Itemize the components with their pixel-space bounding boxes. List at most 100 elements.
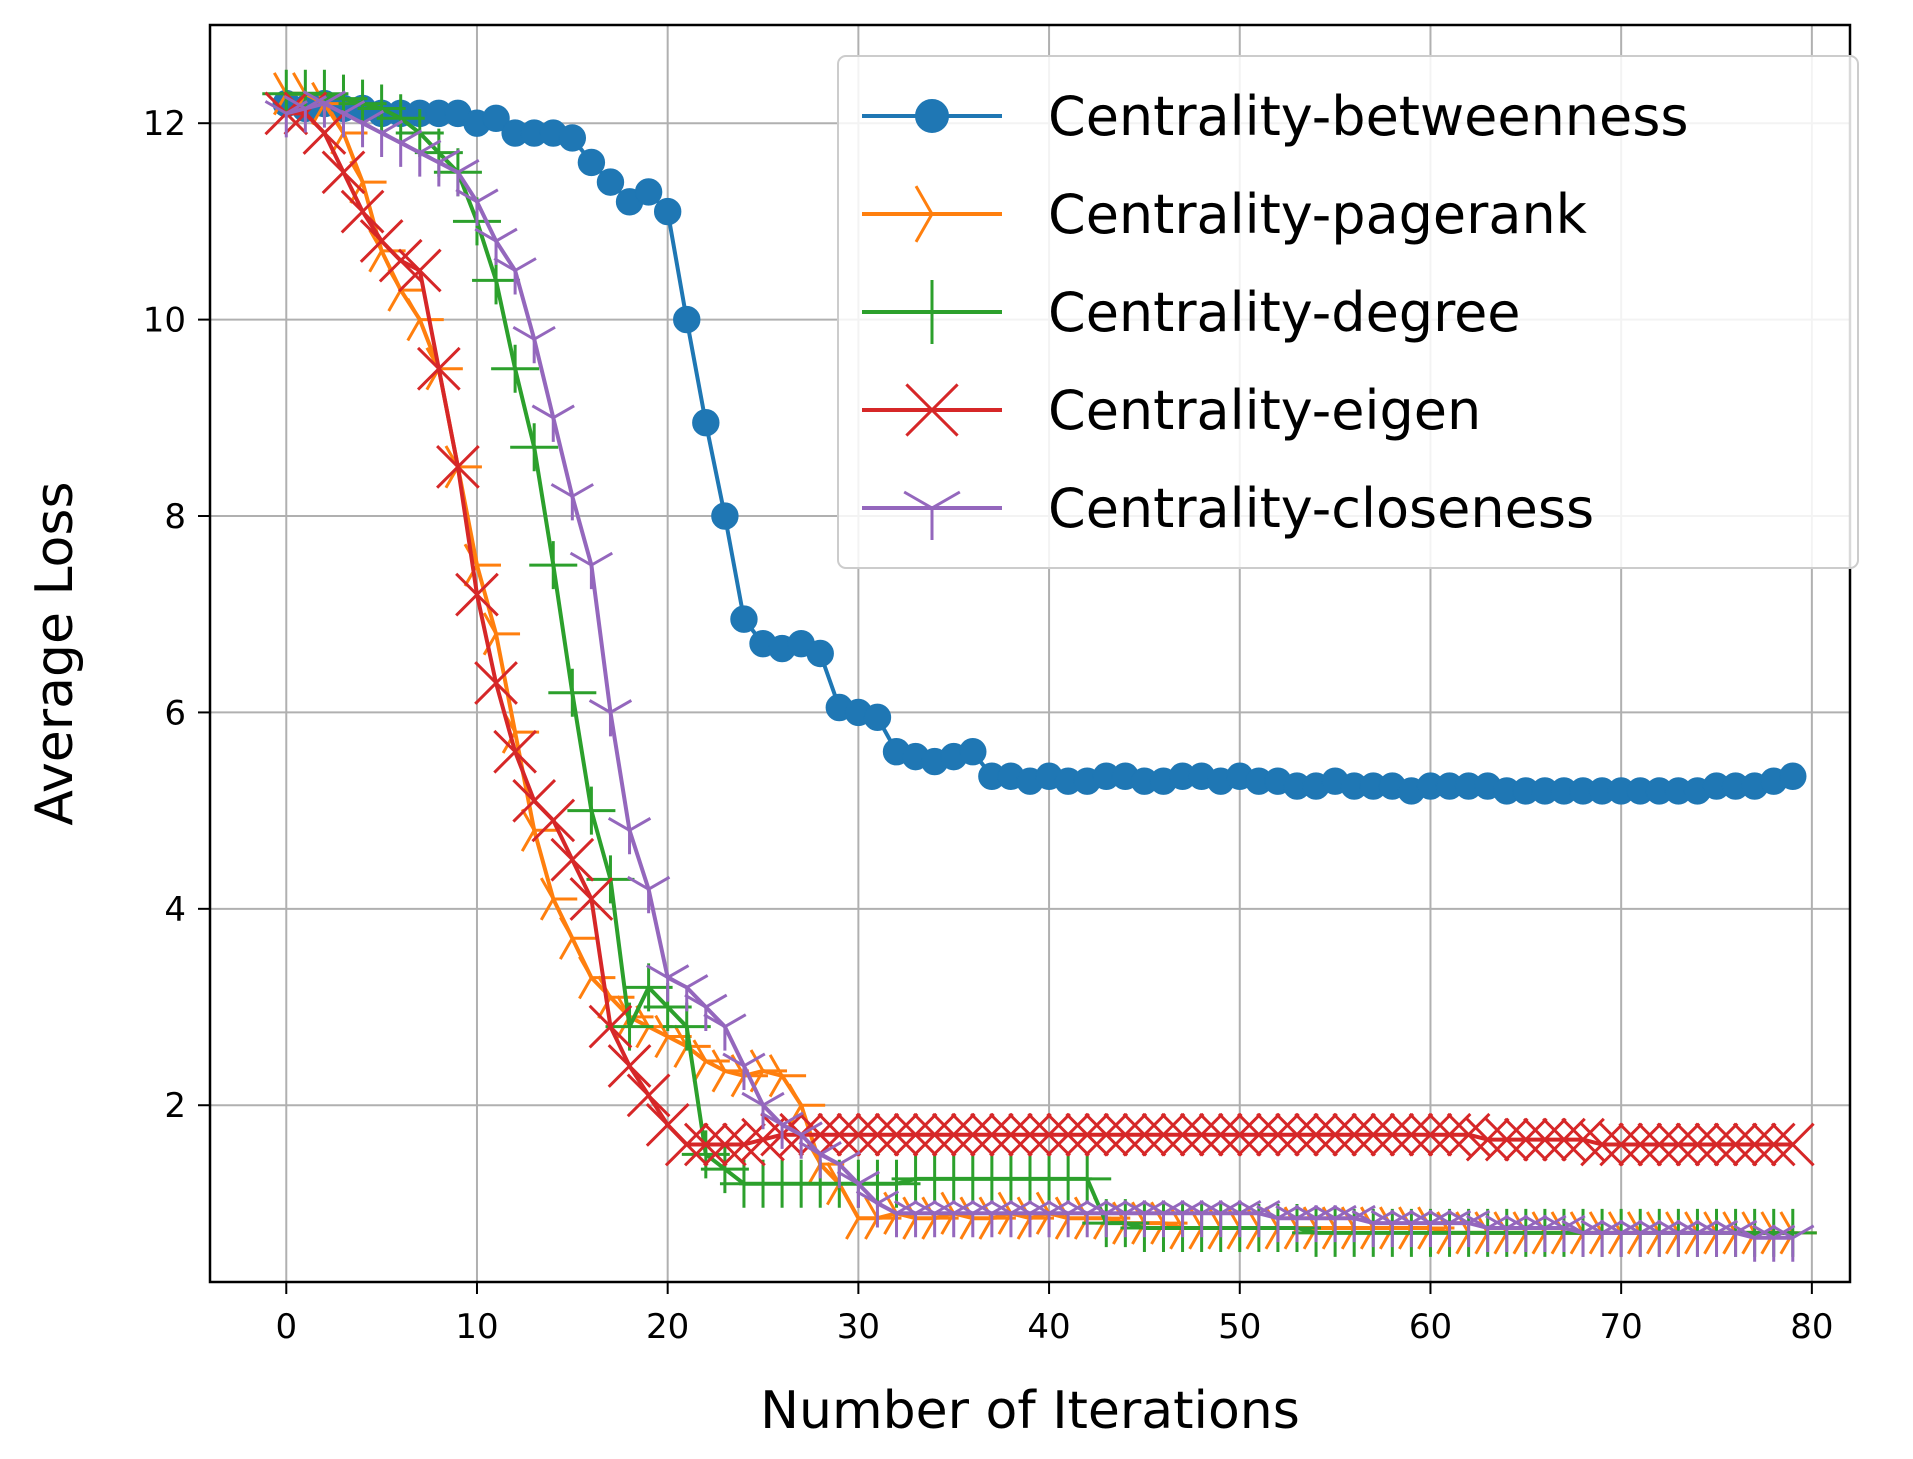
data-point bbox=[1294, 1112, 1338, 1157]
data-point bbox=[741, 1117, 785, 1162]
data-point bbox=[665, 974, 709, 1012]
data-point bbox=[1732, 1122, 1777, 1167]
data-point bbox=[1465, 1117, 1510, 1162]
y-tick-label: 10 bbox=[143, 301, 186, 341]
data-point bbox=[605, 1002, 654, 1051]
data-point bbox=[950, 1112, 995, 1157]
data-point bbox=[510, 423, 559, 472]
legend-label: Centrality-pagerank bbox=[1048, 183, 1588, 246]
data-point bbox=[548, 668, 597, 717]
data-point bbox=[1236, 1112, 1281, 1157]
data-point bbox=[559, 916, 597, 960]
legend-label: Centrality-betweenness bbox=[1048, 85, 1689, 148]
data-point bbox=[905, 383, 959, 437]
x-axis-title: Number of Iterations bbox=[760, 1381, 1300, 1441]
y-tick-label: 8 bbox=[164, 497, 186, 537]
data-point bbox=[1713, 1219, 1758, 1257]
data-point bbox=[893, 1112, 938, 1157]
x-tick-label: 80 bbox=[1790, 1307, 1833, 1347]
data-point bbox=[1313, 1112, 1357, 1157]
data-point bbox=[416, 346, 461, 391]
data-point bbox=[1389, 1112, 1434, 1157]
data-point bbox=[1561, 1117, 1605, 1162]
data-point bbox=[1446, 1209, 1491, 1248]
data-point bbox=[1523, 1117, 1567, 1162]
data-point bbox=[1198, 1112, 1243, 1157]
data-point bbox=[607, 816, 652, 855]
data-point bbox=[283, 95, 327, 133]
data-point bbox=[588, 1004, 633, 1049]
data-point bbox=[1713, 1122, 1758, 1167]
data-point bbox=[722, 1122, 766, 1167]
data-point bbox=[1580, 1122, 1624, 1167]
data-point bbox=[1122, 1112, 1167, 1157]
legend-item: Centrality-closeness bbox=[862, 477, 1594, 540]
data-point bbox=[863, 703, 892, 732]
data-point bbox=[1427, 1112, 1472, 1157]
data-point bbox=[379, 129, 423, 167]
data-point bbox=[768, 1054, 807, 1098]
y-tick-label: 2 bbox=[164, 1086, 186, 1126]
data-point bbox=[1141, 1112, 1186, 1157]
data-point bbox=[398, 139, 442, 177]
data-point bbox=[569, 877, 614, 921]
data-point bbox=[321, 100, 366, 138]
data-point bbox=[1179, 1112, 1224, 1157]
data-point bbox=[550, 483, 594, 521]
x-tick-label: 70 bbox=[1600, 1307, 1643, 1347]
data-point bbox=[664, 1122, 709, 1167]
data-point bbox=[855, 1112, 900, 1157]
data-point bbox=[1618, 1122, 1663, 1167]
data-point bbox=[531, 798, 576, 843]
data-point bbox=[1217, 1112, 1262, 1157]
legend-frame bbox=[837, 55, 1859, 569]
data-point bbox=[700, 1145, 749, 1194]
x-tick-label: 40 bbox=[1027, 1307, 1070, 1347]
data-point bbox=[397, 248, 442, 293]
data-point bbox=[550, 837, 595, 882]
data-point bbox=[653, 197, 682, 226]
data-point bbox=[529, 541, 578, 590]
legend-item: Centrality-eigen bbox=[862, 379, 1481, 442]
y-tick-label: 4 bbox=[164, 890, 186, 930]
data-point bbox=[1027, 1112, 1071, 1157]
x-tick-label: 50 bbox=[1218, 1307, 1261, 1347]
legend-label: Centrality-closeness bbox=[1048, 477, 1594, 540]
data-point bbox=[626, 875, 671, 914]
data-point bbox=[915, 99, 949, 133]
data-point bbox=[588, 699, 633, 737]
data-point bbox=[577, 148, 606, 177]
data-point bbox=[1332, 1112, 1377, 1157]
data-point bbox=[1694, 1122, 1739, 1167]
data-point bbox=[1484, 1117, 1529, 1162]
data-point bbox=[1542, 1117, 1586, 1162]
data-point bbox=[1656, 1122, 1701, 1167]
data-point bbox=[1779, 762, 1807, 790]
x-tick-label: 0 bbox=[275, 1307, 297, 1347]
data-point bbox=[1351, 1112, 1396, 1157]
data-point bbox=[634, 178, 663, 206]
data-point bbox=[1675, 1122, 1720, 1167]
data-point bbox=[931, 1112, 976, 1157]
data-point bbox=[1275, 1112, 1319, 1157]
data-point bbox=[417, 149, 461, 187]
data-point bbox=[969, 1112, 1014, 1157]
data-point bbox=[874, 1112, 919, 1157]
data-point bbox=[1446, 1112, 1491, 1157]
data-point bbox=[673, 305, 701, 334]
legend: Centrality-betweenness Centrality-pageran… bbox=[837, 55, 1859, 569]
x-tick-label: 20 bbox=[646, 1307, 689, 1347]
series-line bbox=[285, 101, 1793, 1240]
data-point bbox=[482, 612, 521, 656]
data-point bbox=[596, 168, 625, 196]
data-point bbox=[912, 1112, 957, 1157]
data-point bbox=[836, 1112, 881, 1157]
data-point bbox=[681, 1130, 730, 1179]
data-point bbox=[1408, 1112, 1453, 1157]
data-point bbox=[474, 661, 518, 705]
x-tick-label: 10 bbox=[455, 1307, 498, 1347]
data-point bbox=[1008, 1112, 1052, 1157]
data-point bbox=[817, 1112, 862, 1157]
data-point bbox=[1332, 1204, 1376, 1243]
